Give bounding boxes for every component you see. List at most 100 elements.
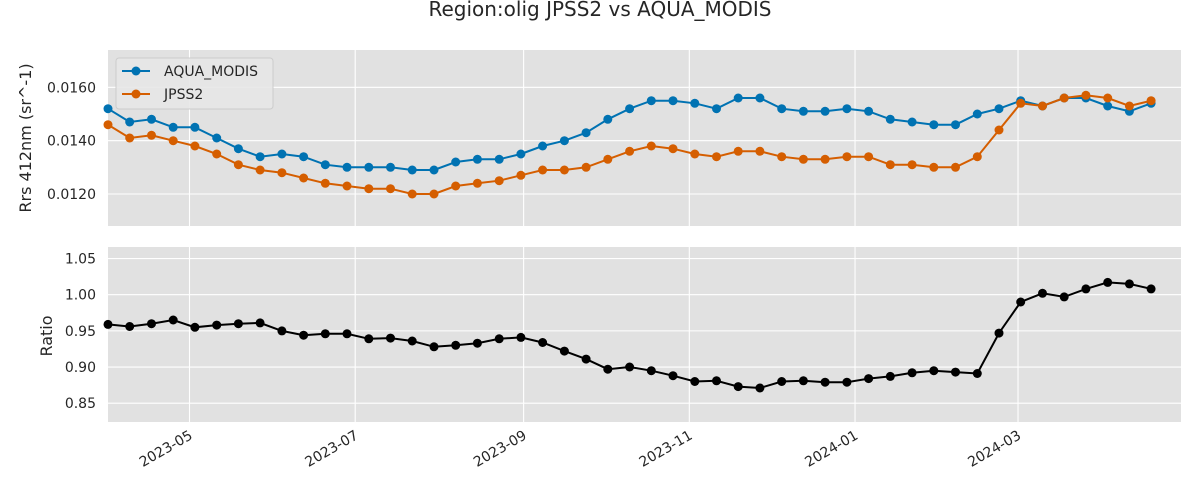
bottom-data-point-ratio: [1059, 292, 1069, 302]
top-data-point-jpss2: [320, 178, 330, 188]
bottom-data-point-ratio: [103, 319, 113, 329]
bottom-data-point-ratio: [364, 334, 374, 344]
legend: AQUA_MODIS JPSS2: [115, 57, 274, 110]
top-data-point-jpss2: [190, 141, 200, 151]
top-data-point-jpss2: [1103, 93, 1113, 103]
bottom-data-point-ratio: [125, 322, 135, 331]
top-data-point-aqua-modis: [342, 162, 352, 172]
top-data-point-jpss2: [798, 154, 808, 164]
top-plot-area: [108, 50, 1181, 226]
top-y-tick-label: 0.0140: [47, 134, 96, 150]
top-data-point-jpss2: [1124, 101, 1134, 111]
top-data-point-aqua-modis: [147, 114, 156, 124]
top-data-point-aqua-modis: [972, 109, 982, 119]
bottom-data-point-ratio: [733, 382, 743, 392]
bottom-data-point-ratio: [559, 346, 569, 356]
bottom-data-point-ratio: [668, 371, 678, 381]
legend-marker-aqua-modis: [131, 66, 141, 76]
bottom-data-point-ratio: [494, 334, 504, 344]
bottom-data-point-ratio: [581, 354, 591, 364]
bottom-data-point-ratio: [1124, 279, 1134, 289]
top-data-point-aqua-modis: [842, 104, 852, 114]
top-data-point-aqua-modis: [712, 104, 721, 114]
bottom-data-point-ratio: [451, 340, 461, 350]
top-data-point-aqua-modis: [668, 96, 678, 106]
top-data-point-jpss2: [646, 141, 656, 151]
top-y-axis-label: Rrs 412nm (sr^-1): [16, 63, 35, 212]
figure-title: Region:olig JPSS2 vs AQUA_MODIS: [428, 0, 771, 21]
top-data-point-jpss2: [820, 154, 830, 164]
top-data-point-jpss2: [1081, 90, 1091, 100]
top-data-point-aqua-modis: [299, 152, 309, 162]
bottom-y-tick-label: 0.95: [65, 324, 96, 340]
bottom-data-point-ratio: [777, 377, 787, 386]
top-data-point-aqua-modis: [798, 106, 808, 116]
legend-label-jpss2: JPSS2: [163, 87, 203, 103]
bottom-data-point-ratio: [386, 333, 395, 343]
top-data-point-jpss2: [994, 125, 1004, 135]
bottom-y-tick-label: 1.00: [65, 288, 96, 304]
bottom-plot-area: [108, 247, 1181, 422]
top-y-tick-label: 0.0160: [47, 80, 96, 96]
bottom-data-point-ratio: [798, 376, 808, 386]
top-data-point-jpss2: [168, 136, 178, 146]
top-data-point-jpss2: [864, 152, 874, 162]
top-data-point-jpss2: [103, 120, 113, 130]
bottom-y-tick-label: 0.85: [65, 396, 96, 412]
top-data-point-jpss2: [690, 149, 700, 159]
top-data-point-aqua-modis: [364, 162, 374, 172]
top-data-point-jpss2: [494, 176, 504, 186]
top-data-point-jpss2: [755, 146, 765, 156]
bottom-data-point-ratio: [755, 383, 765, 393]
top-data-point-aqua-modis: [820, 106, 830, 116]
bottom-data-point-ratio: [190, 322, 200, 332]
bottom-data-point-ratio: [212, 320, 222, 330]
top-data-point-aqua-modis: [472, 154, 482, 164]
top-data-point-jpss2: [233, 160, 243, 170]
top-data-point-jpss2: [777, 152, 787, 162]
top-data-point-aqua-modis: [733, 93, 743, 103]
top-data-point-aqua-modis: [777, 104, 787, 114]
top-data-point-aqua-modis: [190, 122, 200, 132]
bottom-data-point-ratio: [951, 367, 960, 377]
top-data-point-jpss2: [386, 184, 395, 194]
bottom-data-point-ratio: [864, 374, 874, 384]
top-data-point-aqua-modis: [625, 104, 635, 114]
bottom-data-point-ratio: [538, 338, 548, 347]
bottom-data-point-ratio: [255, 318, 265, 328]
top-data-point-aqua-modis: [538, 141, 548, 151]
top-data-point-jpss2: [603, 154, 613, 164]
top-data-point-aqua-modis: [907, 117, 917, 127]
top-data-point-aqua-modis: [559, 136, 569, 146]
top-data-point-jpss2: [581, 162, 591, 172]
bottom-data-point-ratio: [1103, 277, 1113, 287]
bottom-y-axis-label: Ratio: [37, 315, 56, 356]
legend-marker-jpss2: [131, 89, 141, 99]
top-data-point-jpss2: [668, 144, 678, 154]
bottom-data-point-ratio: [646, 366, 656, 376]
top-data-point-jpss2: [559, 165, 569, 175]
top-data-point-jpss2: [972, 152, 982, 162]
bottom-data-point-ratio: [429, 342, 439, 352]
bottom-data-point-ratio: [407, 336, 417, 346]
top-data-point-jpss2: [712, 152, 721, 162]
top-data-point-aqua-modis: [320, 160, 330, 170]
top-series: [103, 90, 1156, 199]
top-data-point-aqua-modis: [168, 122, 178, 132]
top-data-point-aqua-modis: [233, 144, 243, 154]
top-data-point-jpss2: [885, 160, 895, 170]
top-data-point-aqua-modis: [755, 93, 765, 103]
bottom-data-point-ratio: [516, 332, 526, 342]
bottom-data-point-ratio: [320, 329, 330, 339]
bottom-data-point-ratio: [712, 376, 721, 386]
top-data-point-jpss2: [1146, 96, 1156, 106]
bottom-data-point-ratio: [277, 326, 287, 336]
bottom-series: [103, 277, 1156, 393]
top-data-point-jpss2: [364, 184, 374, 194]
top-data-point-jpss2: [451, 181, 461, 191]
bottom-data-point-ratio: [885, 371, 895, 381]
bottom-y-ticks: 0.85 0.90 0.95 1.00 1.05: [65, 252, 96, 413]
legend-box: [115, 57, 274, 110]
top-data-point-jpss2: [255, 165, 265, 175]
bottom-data-point-ratio: [472, 338, 482, 348]
